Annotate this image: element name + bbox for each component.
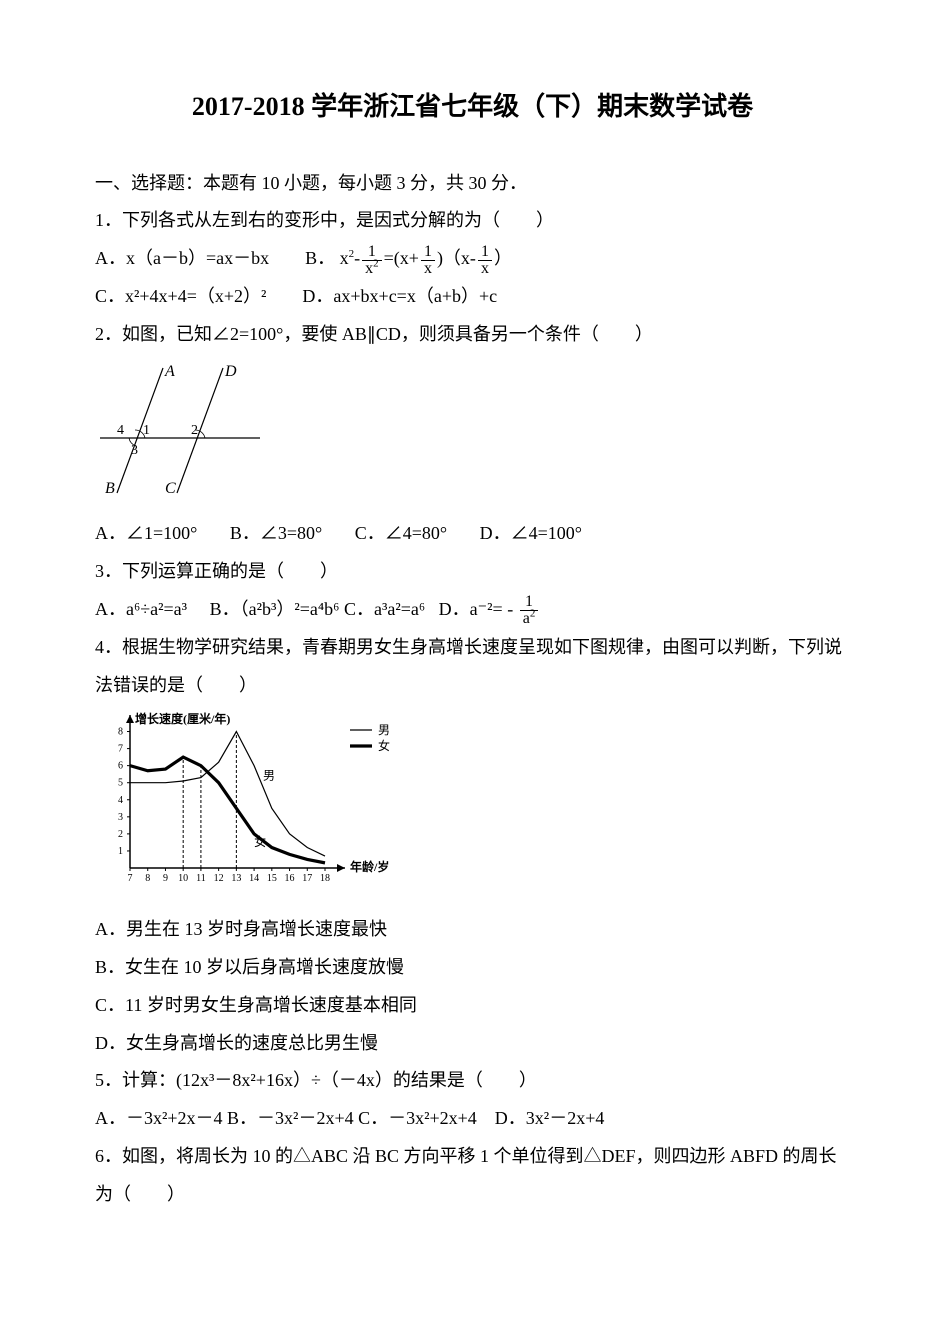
svg-text:8: 8: [145, 873, 150, 884]
label-b: B: [105, 480, 115, 497]
q4-opt-a: A．男生在 13 岁时身高增长速度最快: [95, 911, 850, 949]
svg-text:2: 2: [118, 829, 123, 840]
q3-opt-a: A．a⁶÷a²=a³: [95, 599, 187, 619]
svg-text:男: 男: [378, 723, 390, 737]
question-3-options: A．a⁶÷a²=a³ B．（a²b³）²=a⁴b⁶ C．a³a²=a⁶ D．a⁻…: [95, 591, 850, 629]
q1-opt-b-expr: x2-1x2=(x+1x)（x-1x）: [340, 248, 512, 268]
page-title: 2017-2018 学年浙江省七年级（下）期末数学试卷: [95, 80, 850, 135]
svg-text:6: 6: [118, 761, 123, 772]
svg-text:4: 4: [118, 795, 123, 806]
q2-opt-a: A．∠1=100°: [95, 515, 197, 553]
question-1-options-ab: A．x（a－b）=ax－bx B． x2-1x2=(x+1x)（x-1x）: [95, 240, 850, 278]
question-1-text: 1．下列各式从左到右的变形中，是因式分解的为（ ）: [95, 202, 850, 240]
section-header: 一、选择题：本题有 10 小题，每小题 3 分，共 30 分．: [95, 165, 850, 203]
question-2-text: 2．如图，已知∠2=100°，要使 AB∥CD，则须具备另一个条件（ ）: [95, 316, 850, 354]
svg-text:男: 男: [263, 769, 275, 783]
svg-text:1: 1: [118, 846, 123, 857]
svg-text:17: 17: [302, 873, 312, 884]
svg-text:9: 9: [163, 873, 168, 884]
svg-text:7: 7: [128, 873, 133, 884]
q2-opt-b: B．∠3=80°: [230, 515, 322, 553]
question-5-options: A．－3x²+2x－4 B．－3x²－2x+4 C．－3x²+2x+4 D．3x…: [95, 1100, 850, 1138]
svg-text:14: 14: [249, 873, 259, 884]
q3-opt-d-prefix: D．a⁻²= -: [439, 599, 514, 619]
q3-opt-d-frac: 1a2: [520, 594, 539, 627]
question-4-text: 4．根据生物学研究结果，青春期男女生身高增长速度呈现如下图规律，由图可以判断，下…: [95, 629, 850, 705]
q2-opt-d: D．∠4=100°: [480, 515, 582, 553]
svg-text:18: 18: [320, 873, 330, 884]
q2-opt-c: C．∠4=80°: [355, 515, 447, 553]
svg-text:16: 16: [285, 873, 295, 884]
question-1-options-cd: C．x²+4x+4=（x+2）² D．ax+bx+c=x（a+b）+c: [95, 278, 850, 316]
svg-text:7: 7: [118, 744, 123, 755]
q2-svg: A D B C 4 1 3 2: [95, 358, 265, 498]
question-6-text: 6．如图，将周长为 10 的△ABC 沿 BC 方向平移 1 个单位得到△DEF…: [95, 1138, 850, 1214]
q4-opt-d: D．女生身高增长的速度总比男生慢: [95, 1025, 850, 1063]
svg-text:女: 女: [254, 834, 266, 849]
label-c: C: [165, 480, 176, 497]
q1-opt-a: A．x（a－b）=ax－bx B．: [95, 248, 335, 268]
svg-text:3: 3: [118, 812, 123, 823]
q2-diagram: A D B C 4 1 3 2: [95, 358, 850, 512]
q3-opt-b: B．（a²b³）²=a⁴b⁶: [210, 599, 340, 619]
q4-opt-b: B．女生在 10 岁以后身高增长速度放慢: [95, 949, 850, 987]
q3-opt-c: C．a³a²=a⁶: [344, 599, 425, 619]
svg-text:增长速度(厘米/年): 增长速度(厘米/年): [135, 711, 230, 726]
svg-text:13: 13: [231, 873, 241, 884]
svg-text:15: 15: [267, 873, 277, 884]
label-a: A: [164, 363, 175, 380]
svg-text:女: 女: [378, 738, 390, 753]
q4-chart: 12345678789101112131415161718男女增长速度(厘米/年…: [95, 708, 850, 907]
svg-text:5: 5: [118, 778, 123, 789]
label-d: D: [224, 363, 237, 380]
svg-text:8: 8: [118, 727, 123, 738]
svg-text:10: 10: [178, 873, 188, 884]
question-5-text: 5．计算：(12x³－8x²+16x）÷（－4x）的结果是（ ）: [95, 1062, 850, 1100]
q4-svg: 12345678789101112131415161718男女增长速度(厘米/年…: [95, 708, 415, 893]
svg-text:12: 12: [214, 873, 224, 884]
svg-text:11: 11: [196, 873, 206, 884]
question-2-options: A．∠1=100° B．∠3=80° C．∠4=80° D．∠4=100°: [95, 515, 850, 553]
exam-page: 2017-2018 学年浙江省七年级（下）期末数学试卷 一、选择题：本题有 10…: [0, 0, 945, 1337]
label-4: 4: [117, 423, 124, 438]
svg-text:年龄/岁: 年龄/岁: [350, 859, 389, 874]
q4-opt-c: C．11 岁时男女生身高增长速度基本相同: [95, 987, 850, 1025]
question-3-text: 3．下列运算正确的是（ ）: [95, 553, 850, 591]
